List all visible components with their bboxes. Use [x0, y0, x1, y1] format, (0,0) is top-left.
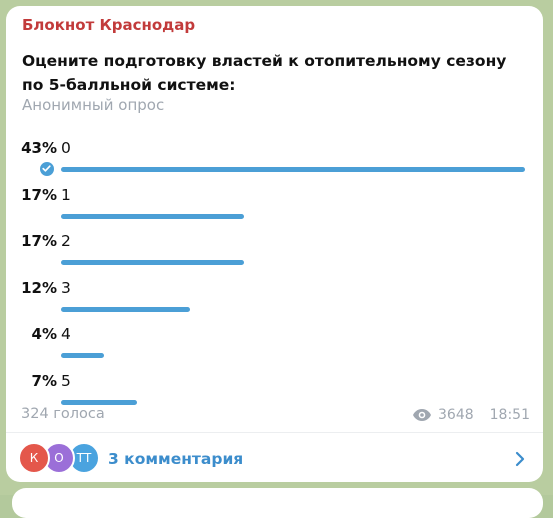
option-bar: [61, 353, 104, 358]
option-bar: [61, 400, 137, 405]
option-label: 0: [61, 139, 71, 157]
option-bar: [61, 167, 525, 172]
option-label: 1: [61, 186, 71, 204]
option-label: 5: [61, 372, 71, 390]
poll-question: Оцените подготовку властей к отопительно…: [22, 49, 522, 97]
option-percent: 17%: [21, 232, 57, 250]
poll-type-label: Анонимный опрос: [22, 96, 164, 114]
option-label: 3: [61, 279, 71, 297]
channel-name[interactable]: Блокнот Краснодар: [22, 16, 195, 34]
poll-option[interactable]: 43%0: [6, 139, 543, 179]
option-label: 2: [61, 232, 71, 250]
total-votes[interactable]: 324 голоса: [21, 406, 105, 422]
option-bar: [61, 214, 244, 219]
option-percent: 12%: [21, 279, 57, 297]
check-icon: [39, 161, 55, 177]
option-percent: 17%: [21, 186, 57, 204]
option-bar: [61, 260, 244, 265]
chevron-right-icon: [515, 451, 525, 467]
option-label: 4: [61, 325, 71, 343]
poll-option[interactable]: 17%2: [6, 232, 543, 272]
option-percent: 4%: [32, 325, 57, 343]
poll-option[interactable]: 4%4: [6, 325, 543, 365]
comments-label: 3 комментария: [108, 450, 243, 468]
message-meta: 3648 18:51: [412, 407, 530, 423]
commenter-avatar: К: [18, 442, 50, 474]
poll-option[interactable]: 17%1: [6, 186, 543, 226]
poll-message: Блокнот Краснодар Оцените подготовку вла…: [6, 6, 543, 482]
message-time: 18:51: [490, 407, 530, 423]
option-bar: [61, 307, 190, 312]
option-percent: 43%: [21, 139, 57, 157]
next-message: [12, 488, 543, 518]
views-count: 3648: [438, 407, 474, 423]
eye-icon: [412, 408, 432, 422]
option-percent: 7%: [32, 372, 57, 390]
poll-option[interactable]: 12%3: [6, 279, 543, 319]
